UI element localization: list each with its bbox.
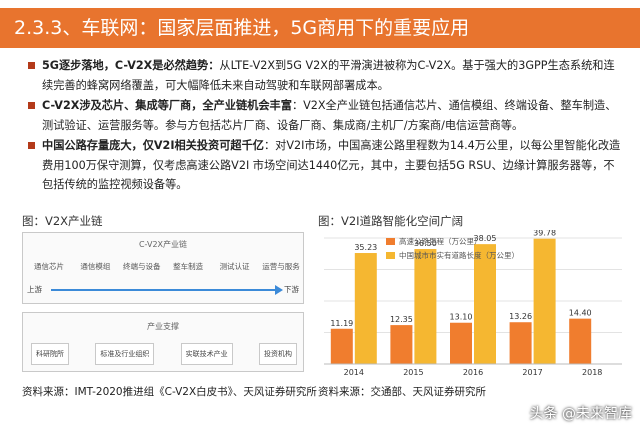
chart-data-label: 11.19: [330, 319, 353, 328]
left-figure-label: 图：V2X产业链: [22, 214, 103, 228]
chart-x-tick-label: 2015: [403, 368, 423, 377]
bullet-square-icon: [28, 102, 35, 109]
right-figure-label: 图：V2I道路智能化空间广阔: [318, 214, 464, 228]
right-figure-source: 资料来源：交通部、天风证券研究所: [318, 386, 486, 398]
watermark: 头条 @未来智库: [529, 406, 632, 422]
chart-x-tick-label: 2018: [582, 368, 602, 377]
chart-bar: [474, 244, 496, 364]
bullet-list: 5G逐步落地，C-V2X是必然趋势：从LTE-V2X到5G V2X的平滑演进被称…: [28, 56, 624, 196]
chain-item: 通信模组: [80, 262, 111, 271]
support-box: 产业支撑 科研院所 标准及行业组织 实联技术产业 投资机构: [22, 312, 304, 372]
chart-x-tick-label: 2017: [522, 368, 542, 377]
chart-legend-swatch: [386, 252, 395, 259]
arrow-right-icon: [275, 285, 283, 295]
chain-item: 通信芯片: [34, 262, 64, 271]
bullet-square-icon: [28, 142, 35, 149]
chart-data-label: 13.10: [450, 313, 473, 322]
bullet-text: 从LTE-V2X到5G V2X的平滑演进被称为C-V2X。基于强大的3GPP生态…: [42, 59, 615, 92]
left-figure-source: 资料来源：IMT-2020推进组《C-V2X白皮书》、天风证券研究所: [22, 386, 317, 398]
chart-legend-swatch: [386, 238, 395, 245]
bullet-item: C-V2X涉及芯片、集成等厂商，全产业链机会丰富：V2X全产业链包括通信芯片、通…: [28, 96, 624, 135]
chart-data-label: 38.05: [474, 234, 497, 243]
upstream-label: 上游: [27, 285, 42, 294]
chart-x-tick-label: 2014: [344, 368, 364, 377]
chart-bar: [414, 249, 437, 364]
chart-bar: [569, 318, 592, 364]
chart-legend-label: 中国城市市实有道路长度（万公里）: [399, 250, 519, 260]
chart-bar: [330, 328, 353, 364]
chart-bar: [533, 238, 556, 364]
chain-item: 测试认证: [219, 262, 250, 271]
chart-data-label: 35.23: [354, 243, 377, 252]
chain-item: 整车制造: [173, 262, 204, 271]
bullet-item: 中国公路存量庞大，仅V2I相关投资可超千亿：对V2I市场，中国高速公路里程数为1…: [28, 136, 624, 195]
chart-bar: [509, 322, 532, 364]
chain-items: 通信芯片 通信模组 终端与设备 整车制造 测试认证 运营与服务: [27, 261, 303, 272]
bullet-heading: 中国公路存量庞大，仅V2I相关投资可超千亿: [42, 139, 264, 152]
chart-bar: [354, 253, 377, 364]
chain-box: C-V2X产业链 通信芯片 通信模组 终端与设备 整车制造 测试认证 运营与服务…: [22, 232, 304, 304]
chart-legend-label: 高速公路里程（万公里）: [399, 236, 482, 246]
chain-item: 终端与设备: [123, 262, 161, 271]
chart-data-label: 13.26: [509, 312, 532, 321]
chart-data-label: 39.78: [533, 230, 556, 238]
chain-item: 运营与服务: [262, 262, 300, 271]
chart-data-label: 36.50: [414, 239, 437, 248]
downstream-label: 下游: [284, 285, 299, 294]
support-items: 科研院所 标准及行业组织 实联技术产业 投资机构: [31, 343, 297, 365]
v2x-industry-chain-diagram: C-V2X产业链 通信芯片 通信模组 终端与设备 整车制造 测试认证 运营与服务…: [22, 232, 304, 374]
chain-title: C-V2X产业链: [138, 240, 188, 249]
support-title: 产业支撑: [147, 322, 179, 331]
bullet-heading: C-V2X涉及芯片、集成等厂商，全产业链机会丰富: [42, 99, 292, 112]
bullet-heading: 5G逐步落地，C-V2X是必然趋势：: [42, 59, 220, 72]
bullet-square-icon: [28, 62, 35, 69]
chart-x-tick-label: 2016: [463, 368, 483, 377]
support-item: 科研院所: [31, 343, 69, 365]
bullet-text: ：对V2I市场，中国高速公路里程数为14.4万公里，以每公里智能化改造费用100…: [42, 139, 621, 191]
chart-data-label: 12.35: [390, 315, 413, 324]
support-item: 投资机构: [258, 343, 297, 365]
v2i-road-chart: 11.19 35.23 2014 12.35 36.50 2015 13.10 38.05 20…: [324, 230, 622, 377]
section-title: 2.3.3、车联网：国家层面推进，5G商用下的重要应用: [0, 8, 640, 48]
chart-data-label: 14.40: [569, 309, 592, 318]
chart-bar: [390, 325, 413, 364]
support-item: 实联技术产业: [180, 343, 233, 365]
chart-bar: [450, 322, 472, 364]
support-item: 标准及行业组织: [95, 343, 155, 365]
bullet-item: 5G逐步落地，C-V2X是必然趋势：从LTE-V2X到5G V2X的平滑演进被称…: [28, 56, 624, 95]
bullet-text: ：V2X全产业链包括通信芯片、通信模组、终端设备、整车制造、测试验证、运营服务等…: [42, 99, 617, 132]
flow-arrow-line: [51, 289, 277, 291]
